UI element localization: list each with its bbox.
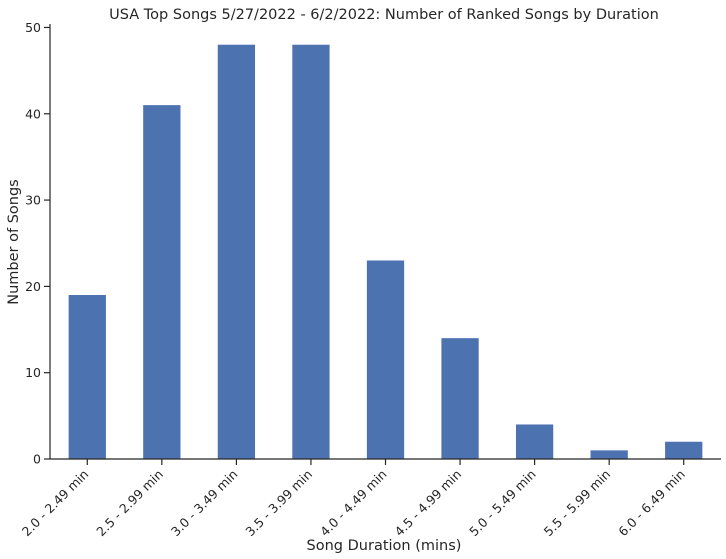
y-tick-label: 40 [25,106,41,121]
x-tick-label: 4.5 - 4.99 min [392,467,465,540]
y-tick-label: 30 [25,193,41,208]
bar-3 [217,44,256,459]
chart-title: USA Top Songs 5/27/2022 - 6/2/2022: Numb… [109,7,659,23]
x-axis-label: Song Duration (mins) [307,538,462,554]
bar-8 [590,450,628,459]
y-axis-label: Number of Songs [6,179,22,304]
x-tick-label: 5.5 - 5.99 min [541,467,614,540]
x-tick-label: 3.5 - 3.99 min [242,467,315,540]
y-tick-label: 50 [25,20,41,35]
y-tick-label: 0 [33,452,41,467]
x-tick-label: 3.0 - 3.49 min [168,467,241,540]
x-ticks-group: 2.0 - 2.49 min 2.5 - 2.99 min 3.0 - 3.49 m… [19,459,688,539]
x-tick-label: 5.0 - 5.49 min [466,467,539,540]
y-tick-label: 20 [25,279,41,294]
x-tick-label: 2.5 - 2.99 min [93,467,166,540]
y-ticks-group: 0 10 20 30 40 50 [25,20,50,467]
x-tick-label: 6.0 - 6.49 min [615,467,688,540]
bar-6 [441,338,479,459]
bar-1 [68,295,106,459]
bar-4 [292,44,330,459]
bar-5 [366,260,405,459]
x-tick-label: 4.0 - 4.49 min [317,467,390,540]
bar-9 [665,441,703,459]
bars-group [68,44,703,459]
x-tick-label: 2.0 - 2.49 min [19,467,92,540]
bar-2 [143,105,181,459]
y-tick-label: 10 [25,365,41,380]
bar-7 [515,424,554,459]
